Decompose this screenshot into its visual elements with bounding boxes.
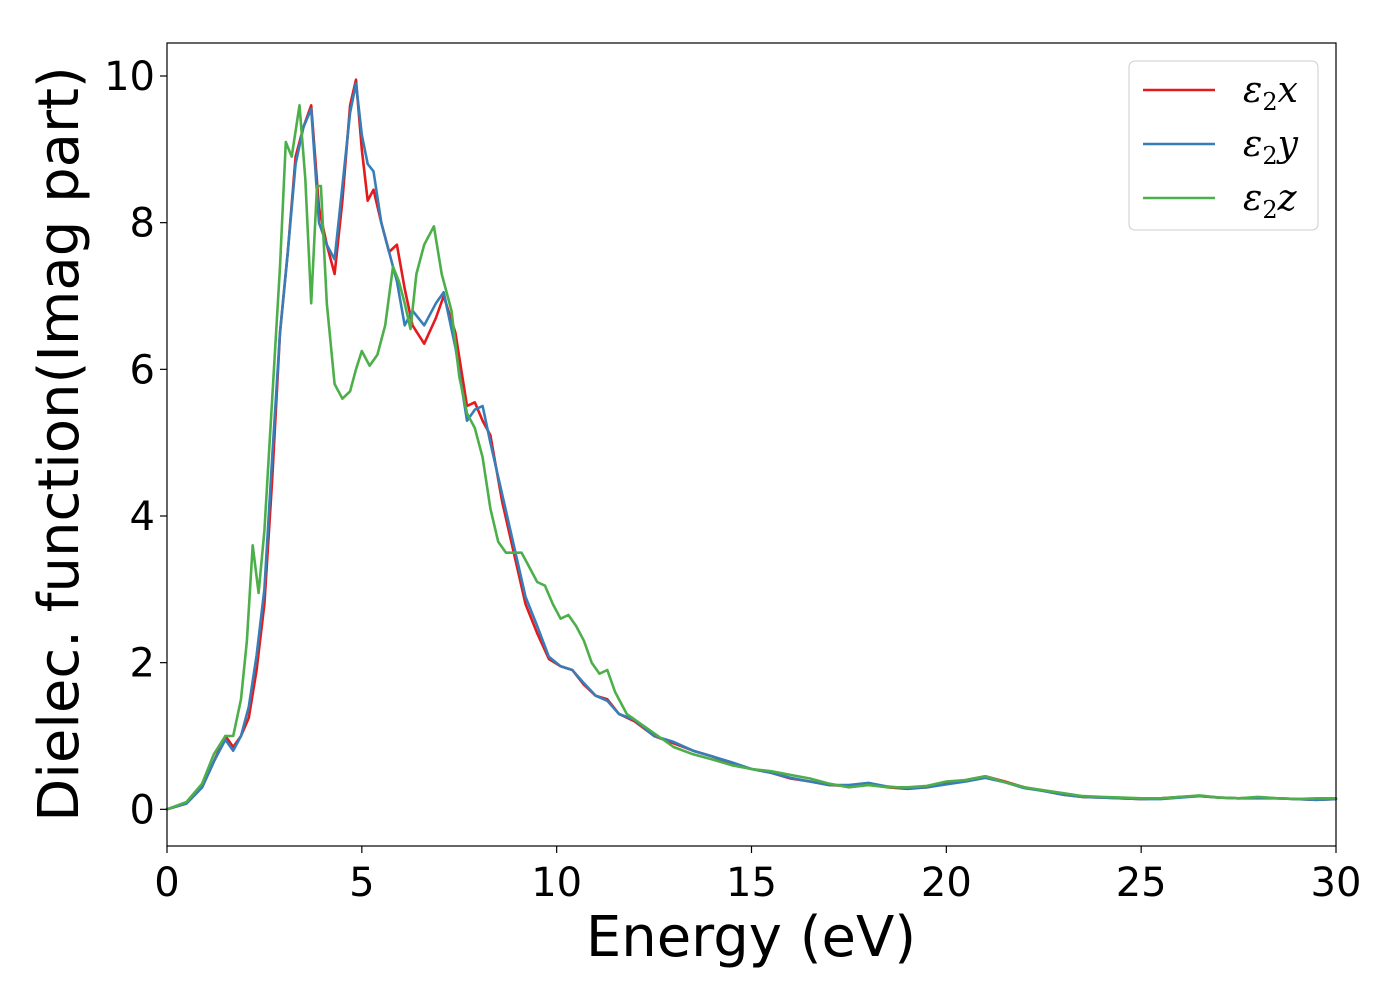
y-tick-label: 8: [130, 201, 155, 247]
y-tick-label: 6: [130, 347, 155, 393]
y-axis-title: Dielec. function(Imag part): [27, 66, 92, 822]
x-tick-label: 5: [349, 860, 374, 906]
series-line-y: [165, 82, 1338, 811]
x-tick-label: 15: [726, 860, 777, 906]
y-tick-label: 4: [130, 494, 155, 540]
x-axis: 0 5 10 15 20 25 30: [154, 846, 1361, 906]
y-axis: 0 2 4 6 8 10: [104, 54, 167, 833]
x-tick-label: 10: [531, 860, 582, 906]
series-layer: [165, 78, 1338, 811]
series-line-z: [165, 104, 1338, 811]
x-axis-title: Energy (eV): [586, 905, 916, 970]
x-tick-label: 20: [921, 860, 972, 906]
legend-box: [1128, 60, 1319, 231]
legend-label: ε2y: [1243, 124, 1299, 170]
legend-label: ε2x: [1243, 70, 1298, 116]
legend-label: ε2z: [1243, 178, 1298, 224]
x-tick-label: 25: [1116, 860, 1167, 906]
legend: ε2x ε2y ε2z: [1128, 60, 1319, 231]
y-tick-label: 2: [130, 641, 155, 687]
x-tick-label: 0: [154, 860, 179, 906]
y-tick-label: 10: [104, 54, 155, 100]
y-tick-label: 0: [130, 787, 155, 833]
x-tick-label: 30: [1311, 860, 1362, 906]
